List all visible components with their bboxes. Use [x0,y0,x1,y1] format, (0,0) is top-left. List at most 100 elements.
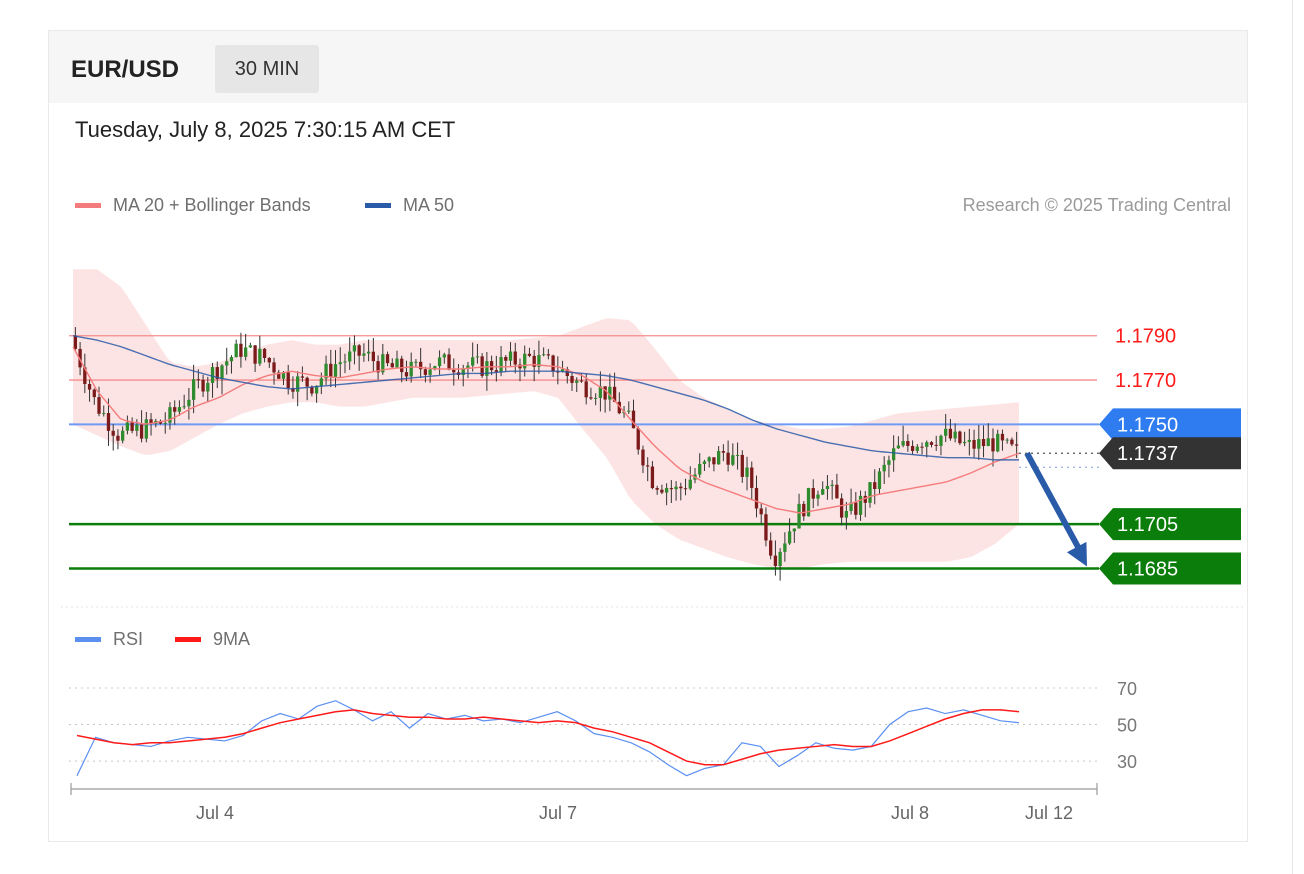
candle-body [877,471,882,490]
candle-body [546,354,551,356]
ma50-label: MA 50 [403,195,455,215]
candle-body [111,430,115,436]
x-tick-label: Jul 7 [539,803,577,823]
candle-body [329,363,333,377]
candle-body [390,363,394,368]
candle-body [660,489,664,493]
candle-body [551,355,555,372]
legend-ma50: MA 50 [365,195,454,216]
resistance-label-1: 1.1770 [1115,370,1176,392]
candle-body [201,379,205,392]
candle-body [527,353,532,356]
candle-body [981,439,986,447]
candle-body [338,362,342,365]
candle-body [570,376,574,383]
candle-body [310,386,314,394]
candle-body [778,551,782,566]
candle-body [447,354,451,370]
candle-body [102,413,106,415]
candle-body [139,424,144,439]
candle-body [319,378,323,386]
candle-body [769,540,773,556]
candle-body [631,410,636,429]
candle-body [821,489,825,495]
candle-body [858,495,863,515]
rsi-swatch [75,637,101,642]
candle-body [149,419,153,424]
candle-body [934,444,938,446]
candle-body [674,486,678,490]
timestamp: Tuesday, July 8, 2025 7:30:15 AM CET [75,117,456,142]
ma9-swatch [175,637,201,642]
ma50-line [72,335,1019,461]
candle-body [366,351,371,354]
level-tag-support [1099,508,1241,541]
research-credit: Research © 2025 Trading Central [962,195,1231,215]
ma20-swatch [75,203,101,208]
candle-body [627,410,631,412]
candle-body [196,379,201,381]
candle-body [811,488,815,499]
chart-card: EUR/USD 30 MIN Tuesday, July 8, 2025 7:3… [48,30,1248,842]
rsi-tick-30: 30 [1117,752,1137,772]
candle-body [395,358,399,368]
candle-body [863,495,867,503]
candle-body [712,457,716,465]
candle-body [343,361,347,363]
candle-body [300,376,305,378]
candle-body [929,442,934,445]
candle-body [830,484,834,486]
candle-body [977,439,981,449]
candle-body [603,386,607,400]
rsi-tick-70: 70 [1117,679,1137,699]
candle-body [225,361,229,366]
candle-body [116,435,120,441]
candle-body [243,347,248,357]
candle-body [305,377,309,387]
candle-body [910,445,915,451]
candle-body [835,484,839,499]
candle-body [972,439,976,449]
timeframe-button[interactable]: 30 MIN [215,45,319,93]
candle-body [698,463,702,475]
candle-body [348,351,352,362]
candle-body [939,435,943,446]
candle-body [906,441,910,446]
candle-body [428,369,432,375]
candle-body [891,448,896,461]
candle-body [324,363,328,379]
candle-body [267,357,271,363]
x-tick-label: Jul 4 [196,803,234,823]
candle-body [291,388,295,392]
candle-body [125,422,130,431]
candle-body [121,430,125,441]
candle-body [849,502,853,512]
candle-body [991,438,995,452]
candle-body [1000,433,1005,441]
candle-body [896,445,901,449]
candle-body [1005,439,1009,441]
candle-body [423,369,428,375]
candle-body [783,543,787,552]
candle-body [825,485,830,490]
ma20-label: MA 20 + Bollinger Bands [113,195,311,215]
candle-body [617,401,621,414]
candle-body [532,355,536,367]
candle-body [513,351,517,365]
candle-body [948,428,953,439]
candle-body [475,356,480,358]
candle-body [480,356,484,376]
candle-body [641,449,645,466]
candle-body [854,502,858,515]
candle-body [130,422,134,431]
candle-body [87,383,92,390]
candle-body [314,385,319,394]
candle-body [726,452,730,465]
candle-body [452,369,456,373]
ma50-swatch [365,203,391,208]
candle-body [281,372,286,379]
candle-body [106,413,111,431]
price-and-rsi-chart[interactable]: 1.1790 1.1770 1.1750 1.1737 1.1705 1.1685 70 50… [49,31,1247,841]
candle-body [537,354,541,367]
candle-body [523,353,527,369]
